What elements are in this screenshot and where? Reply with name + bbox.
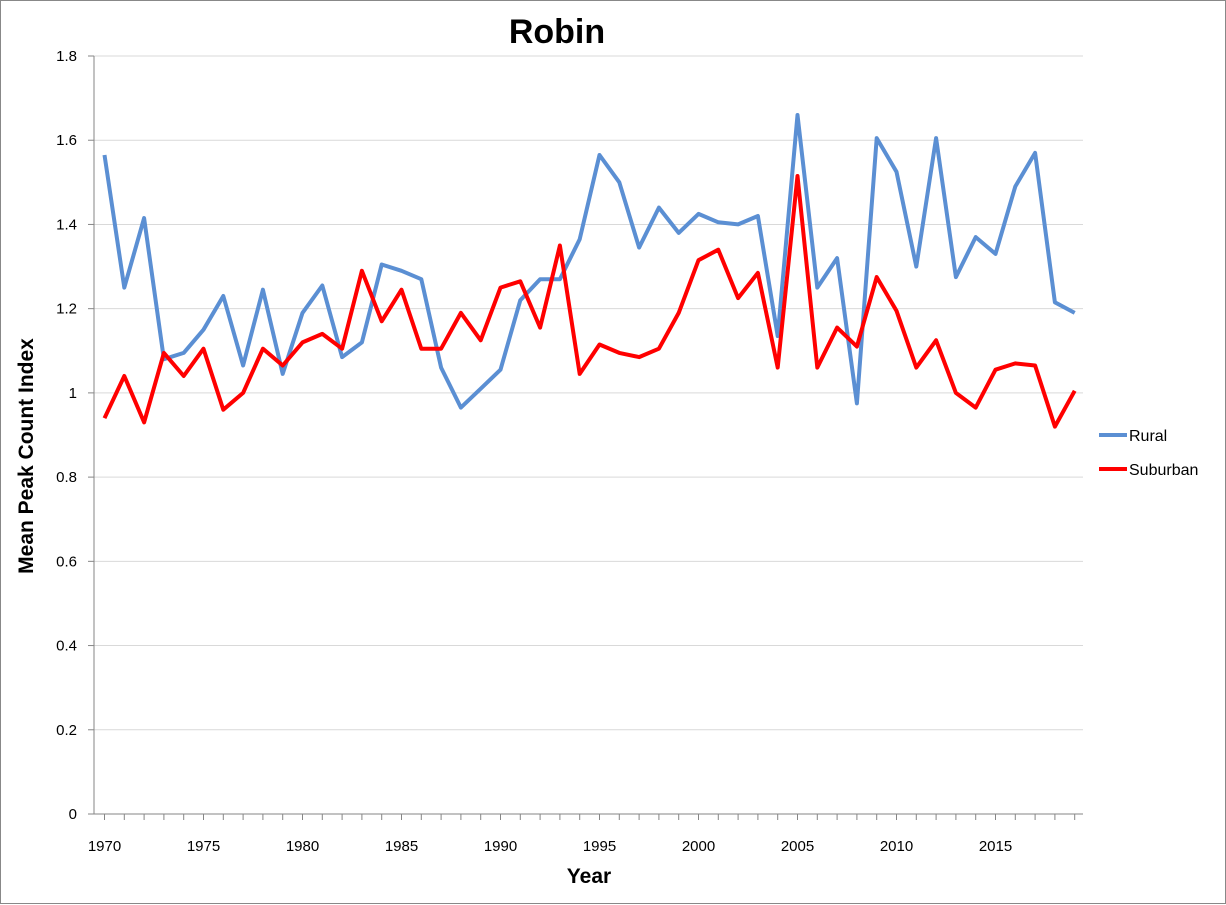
series-line-rural bbox=[102, 113, 1076, 410]
x-tick-label: 1980 bbox=[286, 838, 319, 855]
x-axis-label: Year bbox=[567, 865, 611, 888]
x-tick-label: 1995 bbox=[583, 838, 616, 855]
legend-label-suburban: Suburban bbox=[1129, 462, 1198, 479]
y-tick-label: 0.6 bbox=[56, 553, 77, 570]
x-tick-label: 1975 bbox=[187, 838, 220, 855]
axes bbox=[88, 55, 1083, 820]
series-line-suburban bbox=[102, 174, 1077, 429]
y-tick-label: 1.8 bbox=[56, 48, 77, 65]
y-tick-label: 1.4 bbox=[56, 216, 77, 233]
x-tick-label: 2010 bbox=[880, 838, 913, 855]
series-lines bbox=[102, 113, 1077, 429]
y-tick-label: 0.8 bbox=[56, 469, 77, 486]
x-tick-label: 2005 bbox=[781, 838, 814, 855]
tick-labels: 0 0.2 0.4 0.6 0.8 1 1.2 1.4 1.6 1.8 1970 1975 1980 19… bbox=[56, 48, 1012, 855]
legend: Rural Suburban bbox=[1099, 428, 1198, 479]
y-axis-label: Mean Peak Count Index bbox=[15, 338, 38, 574]
y-tick-label: 0 bbox=[69, 806, 77, 823]
x-tick-label: 1985 bbox=[385, 838, 418, 855]
x-tick-label: 2015 bbox=[979, 838, 1012, 855]
y-tick-label: 1 bbox=[69, 385, 77, 402]
y-tick-label: 1.6 bbox=[56, 132, 77, 149]
y-tick-label: 1.2 bbox=[56, 301, 77, 318]
y-tick-label: 0.2 bbox=[56, 722, 77, 739]
y-tick-label: 0.4 bbox=[56, 638, 77, 655]
x-tick-label: 1990 bbox=[484, 838, 517, 855]
legend-label-rural: Rural bbox=[1129, 428, 1167, 445]
x-tick-label: 1970 bbox=[88, 838, 121, 855]
chart-title: Robin bbox=[509, 13, 605, 51]
x-tick-label: 2000 bbox=[682, 838, 715, 855]
